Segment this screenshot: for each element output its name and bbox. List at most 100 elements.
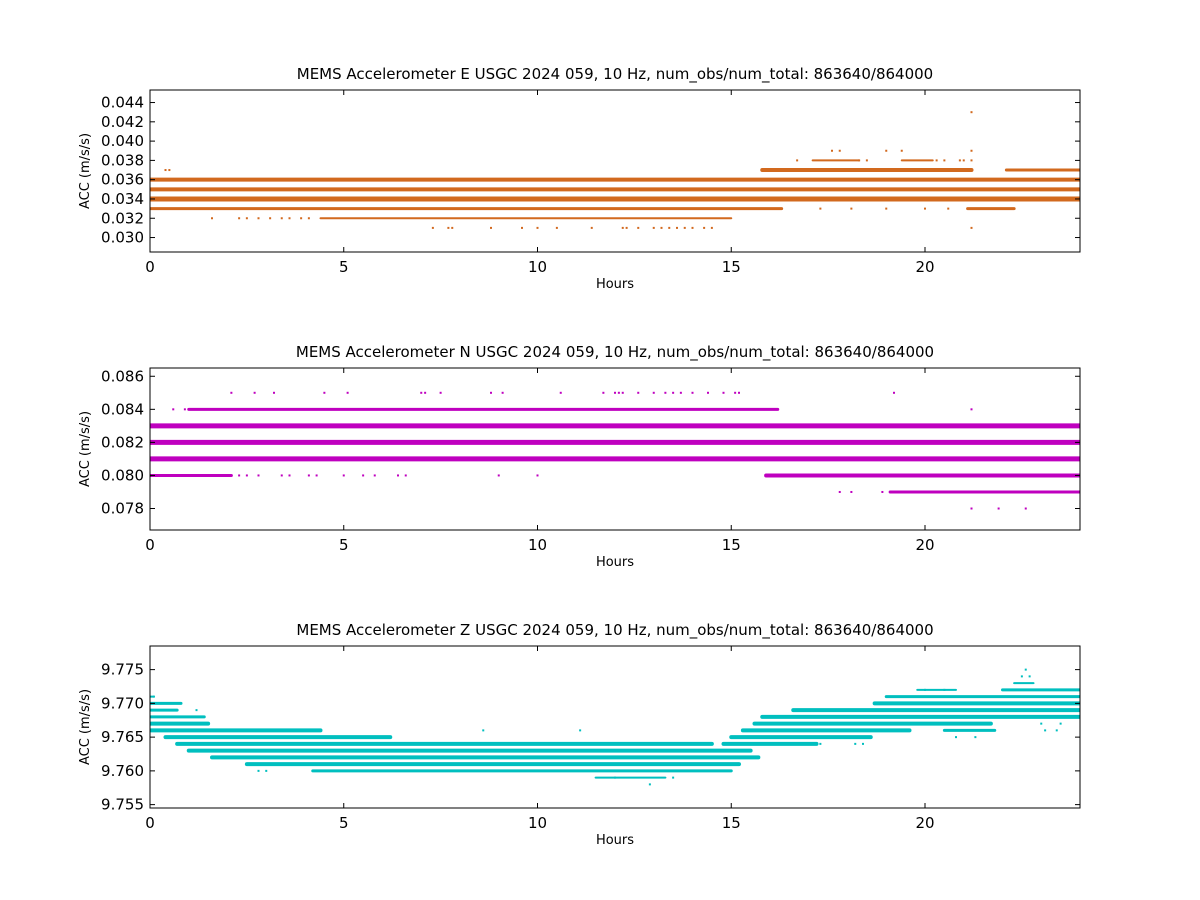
data-point bbox=[734, 391, 737, 394]
x-tick-label: 5 bbox=[339, 258, 349, 276]
data-point bbox=[579, 729, 582, 732]
data-point bbox=[970, 408, 973, 411]
x-tick-label: 15 bbox=[722, 258, 741, 276]
y-tick-label: 9.765 bbox=[101, 728, 144, 746]
data-point bbox=[342, 474, 345, 477]
data-point bbox=[900, 729, 903, 732]
data-point bbox=[819, 207, 822, 210]
data-point bbox=[590, 226, 593, 229]
data-point bbox=[672, 391, 675, 394]
data-point bbox=[1055, 729, 1058, 732]
data-point bbox=[211, 217, 213, 220]
data-point bbox=[497, 474, 500, 477]
data-point bbox=[850, 207, 853, 210]
data-point bbox=[555, 226, 558, 229]
data-point bbox=[838, 490, 841, 493]
data-point bbox=[672, 776, 675, 779]
x-tick-label: 10 bbox=[528, 258, 547, 276]
data-point bbox=[307, 474, 310, 477]
y-tick-label: 0.082 bbox=[101, 433, 144, 451]
data-point bbox=[482, 729, 485, 732]
data-point bbox=[1024, 507, 1027, 510]
data-marks bbox=[150, 111, 1080, 229]
x-axis-label: Hours bbox=[596, 555, 634, 570]
data-point bbox=[962, 729, 965, 732]
data-point bbox=[280, 474, 283, 477]
data-point bbox=[404, 474, 407, 477]
data-point bbox=[617, 391, 620, 394]
x-tick-label: 20 bbox=[915, 536, 934, 554]
data-point bbox=[648, 783, 651, 786]
data-point bbox=[637, 391, 640, 394]
y-tick-label: 0.086 bbox=[101, 367, 144, 385]
data-point bbox=[974, 736, 977, 739]
data-point bbox=[501, 391, 504, 394]
x-axis-label: Hours bbox=[596, 277, 634, 292]
data-point bbox=[323, 391, 326, 394]
x-tick-label: 0 bbox=[145, 814, 155, 832]
data-point bbox=[152, 695, 155, 698]
x-tick-label: 20 bbox=[915, 258, 934, 276]
data-point bbox=[614, 776, 616, 779]
data-point bbox=[253, 391, 256, 394]
data-point bbox=[691, 391, 694, 394]
data-point bbox=[1028, 675, 1031, 678]
chart-title: MEMS Accelerometer Z USGC 2024 059, 10 H… bbox=[296, 621, 933, 640]
y-tick-label: 0.078 bbox=[101, 500, 144, 518]
data-point bbox=[315, 474, 318, 477]
data-point bbox=[536, 474, 539, 477]
data-point bbox=[858, 159, 861, 162]
data-point bbox=[195, 709, 198, 712]
data-point bbox=[288, 474, 291, 477]
chart-panel-2: MEMS Accelerometer Z USGC 2024 059, 10 H… bbox=[78, 621, 1081, 848]
y-axis-label: ACC (m/s/s) bbox=[78, 133, 93, 209]
axes-frame bbox=[149, 645, 1081, 809]
data-point bbox=[722, 391, 725, 394]
data-point bbox=[362, 474, 365, 477]
data-point bbox=[614, 391, 616, 394]
data-point bbox=[439, 391, 442, 394]
data-point bbox=[924, 688, 926, 691]
data-point bbox=[203, 715, 206, 718]
x-tick-label: 10 bbox=[528, 536, 547, 554]
axes-frame bbox=[149, 89, 1081, 253]
x-tick-label: 5 bbox=[339, 814, 349, 832]
data-point bbox=[521, 226, 523, 229]
data-point bbox=[257, 217, 260, 220]
data-point bbox=[668, 226, 671, 229]
data-point bbox=[191, 715, 194, 718]
data-point bbox=[307, 217, 310, 220]
data-point bbox=[703, 226, 706, 229]
data-point bbox=[862, 742, 864, 745]
x-tick-label: 15 bbox=[722, 536, 741, 554]
data-point bbox=[924, 207, 926, 210]
data-point bbox=[970, 149, 973, 152]
data-point bbox=[164, 169, 167, 172]
y-tick-label: 0.042 bbox=[101, 113, 144, 131]
data-point bbox=[970, 159, 973, 162]
data-point bbox=[168, 169, 171, 172]
data-marks bbox=[150, 391, 1080, 510]
data-point bbox=[602, 391, 605, 394]
data-point bbox=[397, 474, 399, 477]
data-point bbox=[288, 217, 291, 220]
data-point bbox=[831, 149, 833, 152]
data-point bbox=[943, 159, 946, 162]
data-point bbox=[245, 474, 248, 477]
data-point bbox=[245, 217, 248, 220]
data-point bbox=[490, 391, 492, 394]
data-point bbox=[183, 408, 186, 411]
data-point bbox=[970, 111, 973, 114]
data-point bbox=[625, 226, 628, 229]
data-point bbox=[664, 391, 667, 394]
data-point bbox=[451, 226, 454, 229]
data-point bbox=[881, 490, 884, 493]
y-tick-label: 9.755 bbox=[101, 796, 144, 814]
data-point bbox=[780, 207, 783, 210]
y-tick-label: 0.038 bbox=[101, 151, 144, 169]
data-point bbox=[447, 226, 450, 229]
data-point bbox=[819, 742, 822, 745]
data-point bbox=[962, 159, 965, 162]
data-point bbox=[935, 159, 938, 162]
y-tick-label: 0.044 bbox=[101, 94, 144, 112]
